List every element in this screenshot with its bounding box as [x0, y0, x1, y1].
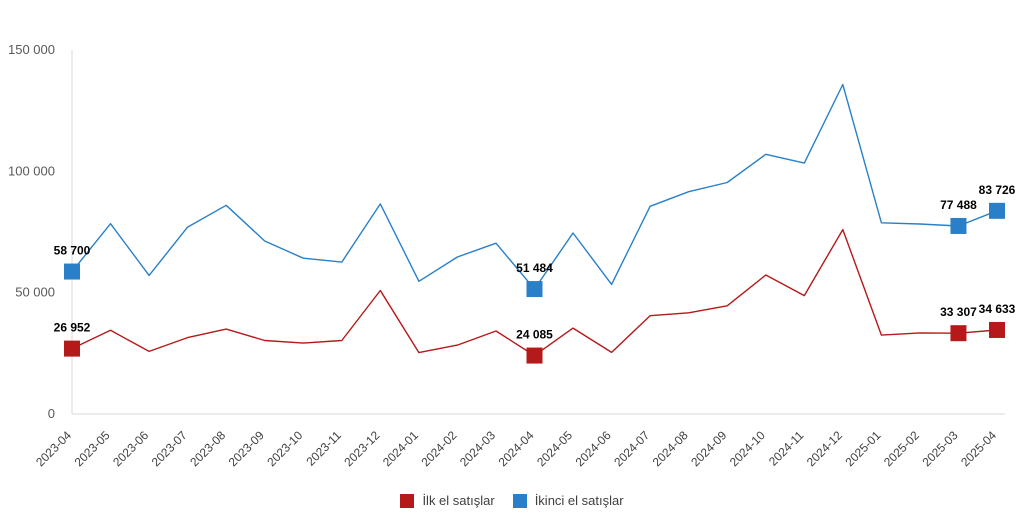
- data-point-marker: [989, 202, 1005, 219]
- x-tick-label: 2024-10: [727, 428, 768, 469]
- x-tick-label: 2025-04: [958, 428, 999, 469]
- x-tick-label: 2024-09: [688, 428, 729, 469]
- data-label: 34 633: [979, 302, 1016, 316]
- chart-legend: İlk el satışlar İkinci el satışlar: [0, 493, 1024, 508]
- legend-label-first-hand: İlk el satışlar: [422, 493, 495, 508]
- x-tick-label: 2023-09: [226, 428, 267, 469]
- x-tick-label: 2023-08: [187, 428, 228, 469]
- data-point-marker: [526, 281, 543, 298]
- data-point-marker: [64, 263, 80, 280]
- data-point-marker: [526, 347, 543, 364]
- x-tick-label: 2024-03: [457, 428, 498, 469]
- data-point-marker: [950, 325, 967, 342]
- x-tick-label: 2024-12: [804, 428, 845, 469]
- x-tick-label: 2025-02: [881, 428, 922, 469]
- x-tick-label: 2023-10: [264, 428, 305, 469]
- x-tick-label: 2024-04: [496, 428, 537, 469]
- x-tick-label: 2025-03: [920, 428, 961, 469]
- y-tick-label: 150 000: [8, 42, 55, 57]
- data-point-marker: [950, 217, 967, 234]
- data-label: 51 484: [516, 261, 553, 275]
- x-tick-label: 2023-04: [33, 428, 74, 469]
- y-tick-label: 100 000: [8, 163, 55, 178]
- legend-item-second-hand: İkinci el satışlar: [512, 493, 624, 508]
- x-tick-label: 2023-12: [341, 428, 382, 469]
- data-point-marker: [989, 321, 1005, 338]
- y-tick-label: 0: [48, 406, 55, 421]
- x-tick-label: 2023-05: [72, 428, 113, 469]
- legend-item-first-hand: İlk el satışlar: [400, 493, 495, 508]
- data-label: 26 952: [54, 321, 91, 335]
- x-tick-label: 2023-07: [149, 428, 190, 469]
- data-label: 83 726: [979, 183, 1016, 197]
- x-tick-label: 2023-11: [303, 428, 344, 469]
- x-tick-label: 2023-06: [110, 428, 151, 469]
- data-label: 33 307: [940, 305, 977, 319]
- x-tick-label: 2024-07: [611, 428, 652, 469]
- legend-label-second-hand: İkinci el satışlar: [534, 493, 624, 508]
- legend-swatch-first-hand: [400, 493, 415, 508]
- x-tick-label: 2024-02: [418, 428, 459, 469]
- legend-swatch-second-hand: [512, 493, 527, 508]
- x-tick-label: 2024-01: [380, 428, 421, 469]
- x-tick-label: 2024-05: [534, 428, 575, 469]
- x-tick-label: 2025-01: [842, 428, 883, 469]
- series-line-1: [71, 83, 998, 290]
- data-label: 24 085: [516, 328, 553, 342]
- data-label: 58 700: [54, 244, 91, 258]
- x-tick-label: 2024-08: [650, 428, 691, 469]
- x-tick-label: 2024-11: [766, 428, 807, 469]
- data-label: 77 488: [940, 198, 977, 212]
- y-tick-label: 50 000: [15, 285, 55, 300]
- data-point-marker: [64, 340, 80, 357]
- x-tick-label: 2024-06: [573, 428, 614, 469]
